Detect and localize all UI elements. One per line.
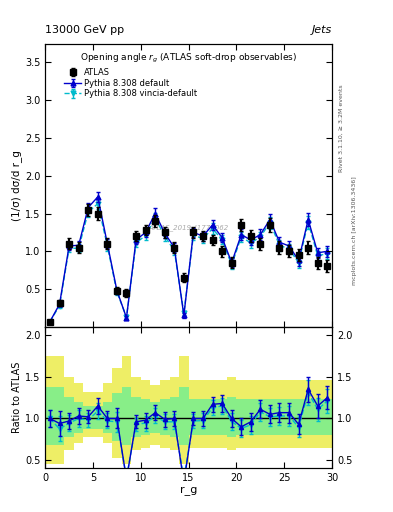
- Text: 13000 GeV pp: 13000 GeV pp: [45, 25, 124, 35]
- Text: Rivet 3.1.10, ≥ 3.2M events: Rivet 3.1.10, ≥ 3.2M events: [339, 84, 344, 172]
- Text: Opening angle $r_g$ (ATLAS soft-drop observables): Opening angle $r_g$ (ATLAS soft-drop obs…: [80, 52, 297, 65]
- X-axis label: r_g: r_g: [180, 486, 197, 496]
- Text: mcplots.cern.ch [arXiv:1306.3436]: mcplots.cern.ch [arXiv:1306.3436]: [352, 176, 357, 285]
- Y-axis label: (1/σ) dσ/d r_g: (1/σ) dσ/d r_g: [11, 150, 22, 221]
- Text: ATLAS_2019_I1772062: ATLAS_2019_I1772062: [149, 224, 229, 231]
- Text: Jets: Jets: [312, 25, 332, 35]
- Y-axis label: Ratio to ATLAS: Ratio to ATLAS: [12, 362, 22, 433]
- Legend: ATLAS, Pythia 8.308 default, Pythia 8.308 vincia-default: ATLAS, Pythia 8.308 default, Pythia 8.30…: [61, 65, 201, 102]
